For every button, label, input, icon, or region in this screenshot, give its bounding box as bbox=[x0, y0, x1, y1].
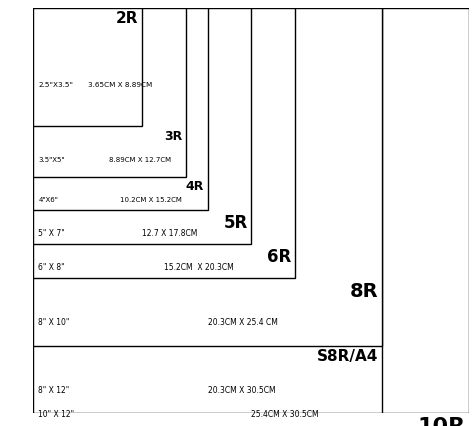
Text: 8.89CM X 12.7CM: 8.89CM X 12.7CM bbox=[109, 156, 172, 162]
Text: 6R: 6R bbox=[267, 247, 292, 265]
Bar bbox=[33, 9, 382, 413]
Text: 8" X 10": 8" X 10" bbox=[38, 318, 70, 327]
Bar bbox=[33, 9, 295, 278]
Text: 3.5"X5": 3.5"X5" bbox=[38, 156, 65, 162]
Text: 10.2CM X 15.2CM: 10.2CM X 15.2CM bbox=[120, 196, 182, 202]
Text: 20.3CM X 30.5CM: 20.3CM X 30.5CM bbox=[208, 385, 275, 394]
Text: 15.2CM  X 20.3CM: 15.2CM X 20.3CM bbox=[164, 262, 234, 271]
Text: 3R: 3R bbox=[164, 129, 182, 142]
Bar bbox=[33, 9, 142, 127]
Text: 2R: 2R bbox=[116, 11, 139, 26]
Text: 5R: 5R bbox=[223, 213, 248, 231]
Text: 12.7 X 17.8CM: 12.7 X 17.8CM bbox=[142, 228, 198, 237]
Text: 20.3CM X 25.4 CM: 20.3CM X 25.4 CM bbox=[208, 318, 277, 327]
Text: 3.65CM X 8.89CM: 3.65CM X 8.89CM bbox=[88, 82, 152, 88]
Text: 10R: 10R bbox=[418, 416, 466, 426]
Bar bbox=[33, 9, 208, 211]
Text: 4R: 4R bbox=[186, 180, 204, 193]
Bar bbox=[33, 9, 382, 346]
Text: 25.4CM X 30.5CM: 25.4CM X 30.5CM bbox=[251, 409, 319, 418]
Text: 10" X 12": 10" X 12" bbox=[38, 409, 74, 418]
Text: 8R: 8R bbox=[350, 281, 379, 300]
Text: S8R/A4: S8R/A4 bbox=[317, 348, 379, 363]
Text: 4"X6": 4"X6" bbox=[38, 196, 58, 202]
Text: 6" X 8": 6" X 8" bbox=[38, 262, 65, 271]
Text: 8" X 12": 8" X 12" bbox=[38, 385, 70, 394]
Bar bbox=[33, 9, 251, 245]
Bar bbox=[33, 9, 186, 177]
Text: 2.5"X3.5": 2.5"X3.5" bbox=[38, 82, 73, 88]
Text: 5" X 7": 5" X 7" bbox=[38, 228, 65, 237]
